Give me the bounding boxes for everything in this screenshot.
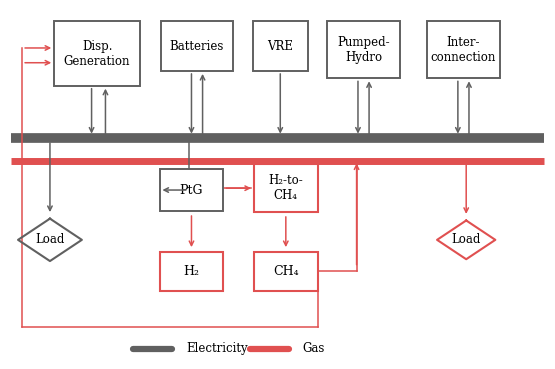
- Text: H₂: H₂: [184, 265, 199, 278]
- Text: Load: Load: [452, 233, 481, 246]
- Text: VRE: VRE: [268, 39, 293, 53]
- Text: CH₄: CH₄: [273, 265, 299, 278]
- Bar: [427, 21, 500, 79]
- Bar: [160, 169, 223, 211]
- Bar: [254, 252, 317, 291]
- Bar: [327, 21, 400, 79]
- Text: Electricity: Electricity: [186, 342, 248, 355]
- Text: PtG: PtG: [180, 183, 203, 197]
- Bar: [54, 21, 140, 86]
- Text: Pumped-
Hydro: Pumped- Hydro: [337, 36, 390, 64]
- Text: Disp.
Generation: Disp. Generation: [64, 39, 130, 68]
- Text: Inter-
connection: Inter- connection: [431, 36, 496, 64]
- Bar: [160, 252, 223, 291]
- Text: Load: Load: [36, 233, 64, 246]
- Bar: [253, 21, 308, 71]
- Text: Gas: Gas: [302, 342, 325, 355]
- Text: Batteries: Batteries: [170, 39, 224, 53]
- Bar: [161, 21, 233, 71]
- Text: H₂-to-
CH₄: H₂-to- CH₄: [269, 174, 303, 202]
- Bar: [254, 164, 317, 212]
